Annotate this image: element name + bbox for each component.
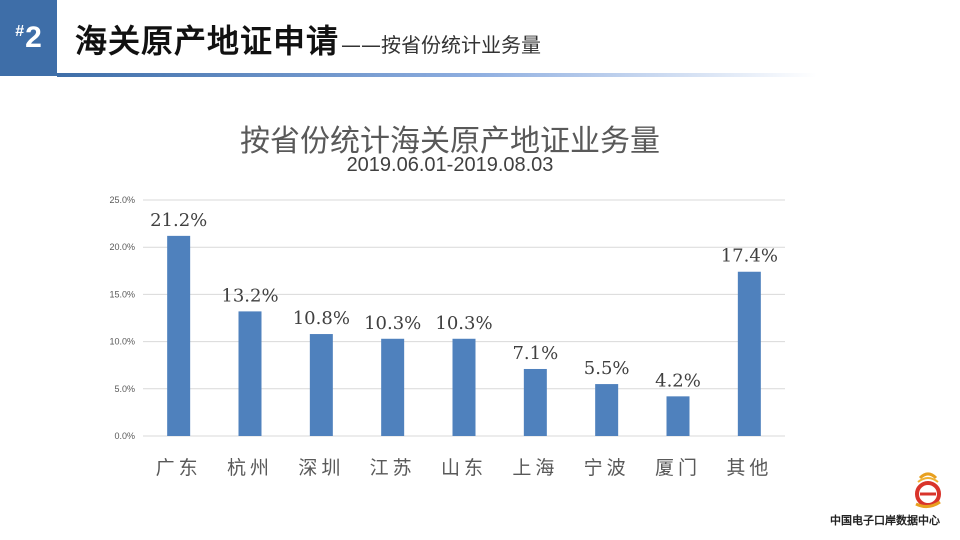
data-label: 7.1% <box>512 343 558 364</box>
x-tick-label: 杭州 <box>227 457 273 479</box>
bar <box>167 235 191 436</box>
y-tick-label: 10.0% <box>109 337 135 347</box>
page-subtitle: 按省份统计业务量 <box>381 33 542 57</box>
bar <box>381 338 405 436</box>
page-heading: 海关原产地证申请 —— 按省份统计业务量 <box>75 16 541 62</box>
badge-number: 2 <box>25 21 42 54</box>
data-label: 5.5% <box>584 358 630 379</box>
x-tick-label: 其他 <box>726 457 772 479</box>
bar <box>737 271 761 436</box>
data-label: 10.8% <box>293 308 350 329</box>
y-tick-label: 5.0% <box>114 384 135 394</box>
badge-hash: # <box>15 23 25 40</box>
y-tick-label: 20.0% <box>109 242 135 252</box>
bar <box>238 311 262 436</box>
x-tick-label: 山东 <box>441 457 487 479</box>
y-tick-label: 15.0% <box>109 289 135 299</box>
bar <box>452 338 476 436</box>
x-tick-label: 上海 <box>512 457 558 479</box>
data-label: 4.2% <box>655 370 701 391</box>
section-badge: # 2 <box>0 0 57 76</box>
chart-subtitle: 2019.06.01-2019.08.03 <box>346 154 554 176</box>
y-tick-label: 25.0% <box>109 195 135 205</box>
x-tick-label: 深圳 <box>298 457 344 479</box>
bar <box>309 334 333 436</box>
y-tick-label: 0.0% <box>114 431 135 441</box>
chart-title: 按省份统计海关原产地证业务量 <box>240 124 660 159</box>
header-divider <box>57 73 817 77</box>
logo-icon <box>915 472 941 509</box>
x-tick-label: 厦门 <box>655 457 701 479</box>
bar <box>595 384 619 436</box>
data-label: 17.4% <box>721 246 778 267</box>
title-dash: —— <box>341 33 382 57</box>
x-tick-label: 宁波 <box>584 457 630 479</box>
data-label: 10.3% <box>364 313 421 334</box>
data-label: 21.2% <box>150 210 207 231</box>
x-tick-label: 江苏 <box>370 457 416 479</box>
bar <box>523 368 547 436</box>
x-tick-label: 广东 <box>156 457 202 479</box>
footer-org-name: 中国电子口岸数据中心 <box>830 514 940 527</box>
bar <box>666 396 690 436</box>
page-title: 海关原产地证申请 <box>75 22 340 60</box>
data-label: 13.2% <box>221 285 278 306</box>
data-label: 10.3% <box>435 313 492 334</box>
